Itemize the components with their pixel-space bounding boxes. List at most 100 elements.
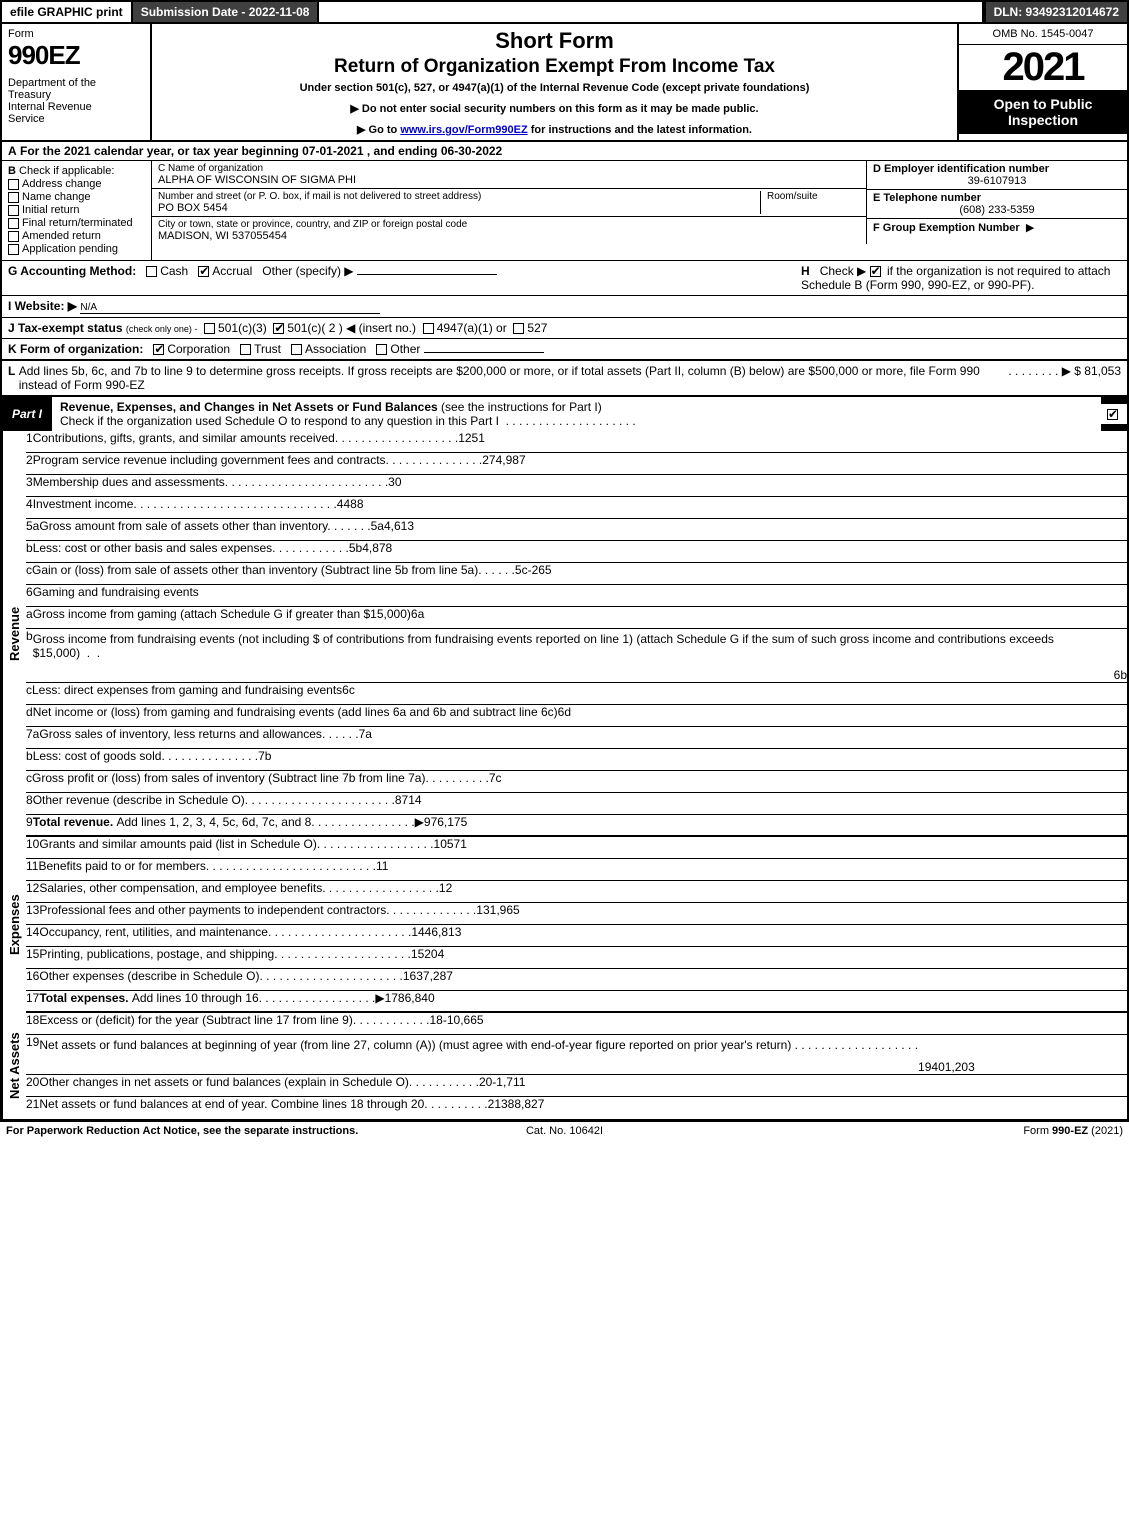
line-15: 15Printing, publications, postage, and s… [26,947,1127,969]
irs-link[interactable]: www.irs.gov/Form990EZ [400,124,527,136]
footer-right: Form 990-EZ (2021) [751,1125,1123,1137]
row-j: J Tax-exempt status (check only one) - 5… [0,318,1129,339]
note-goto: ▶ Go to www.irs.gov/Form990EZ for instru… [160,123,949,136]
g-label: G Accounting Method: [8,264,136,278]
chk-sched-b[interactable] [870,266,881,277]
phone-value: (608) 233-5359 [873,204,1121,216]
chk-amended-return[interactable]: Amended return [8,230,145,242]
b-label: B [8,165,16,177]
line-7c: cGross profit or (loss) from sales of in… [26,771,1127,793]
chk-address-change[interactable]: Address change [8,178,145,190]
line-18: 18Excess or (deficit) for the year (Subt… [26,1013,1127,1035]
i-label: I Website: ▶ [8,299,77,313]
b-heading: Check if applicable: [19,165,114,177]
row-gh: G Accounting Method: Cash Accrual Other … [0,261,1129,296]
row-a-label: A [8,144,17,158]
efile-print-label[interactable]: efile GRAPHIC print [2,2,133,22]
chk-4947[interactable] [423,323,434,334]
line-11: 11Benefits paid to or for members. . . .… [26,859,1127,881]
chk-501c[interactable] [273,323,284,334]
part-i-checkline: Check if the organization used Schedule … [60,414,499,428]
form-number: 990EZ [8,40,144,71]
line-16: 16Other expenses (describe in Schedule O… [26,969,1127,991]
h-cell: H Check ▶ if the organization is not req… [801,264,1121,292]
city-cell: City or town, state or province, country… [152,217,866,244]
j-sub: (check only one) - [126,324,198,334]
header-center: Short Form Return of Organization Exempt… [152,24,957,140]
revenue-side-label: Revenue [2,431,26,837]
name-block-right: D Employer identification number 39-6107… [867,161,1127,244]
name-block: C Name of organization ALPHA OF WISCONSI… [152,161,1127,244]
omb-number: OMB No. 1545-0047 [959,24,1127,45]
line-21: 21Net assets or fund balances at end of … [26,1097,1127,1119]
row-k: K Form of organization: Corporation Trus… [0,339,1129,361]
line-17: 17Total expenses. Add lines 10 through 1… [26,991,1127,1013]
note-ssn: ▶ Do not enter social security numbers o… [160,102,949,115]
k-label: K Form of organization: [8,342,143,356]
line-12: 12Salaries, other compensation, and empl… [26,881,1127,903]
addr-cell: Number and street (or P. O. box, if mail… [152,189,866,217]
addr-value: PO BOX 5454 [158,202,228,214]
line-3: 3Membership dues and assessments. . . . … [26,475,1127,497]
netassets-body: 18Excess or (deficit) for the year (Subt… [26,1013,1127,1119]
line-5c: cGain or (loss) from sale of assets othe… [26,563,1127,585]
submission-date: Submission Date - 2022-11-08 [133,2,320,22]
subtitle: Under section 501(c), 527, or 4947(a)(1)… [160,82,949,94]
line-6d: dNet income or (loss) from gaming and fu… [26,705,1127,727]
chk-application-pending[interactable]: Application pending [8,243,145,255]
city-label: City or town, state or province, country… [158,219,467,230]
part-i-title-cell: Revenue, Expenses, and Changes in Net As… [52,396,1101,431]
chk-schedule-o[interactable] [1107,409,1118,420]
h-text1: Check ▶ [820,264,867,278]
line-10: 10Grants and similar amounts paid (list … [26,837,1127,859]
chk-name-change[interactable]: Name change [8,191,145,203]
org-name: ALPHA OF WISCONSIN OF SIGMA PHI [158,174,356,186]
chk-other[interactable] [376,344,387,355]
expenses-side-label: Expenses [2,837,26,1013]
form-label: Form [8,28,144,40]
page-footer: For Paperwork Reduction Act Notice, see … [0,1121,1129,1140]
netassets-side-label: Net Assets [2,1013,26,1119]
chk-cash[interactable] [146,266,157,277]
chk-527[interactable] [513,323,524,334]
col-cdef: C Name of organization ALPHA OF WISCONSI… [152,161,1127,260]
expenses-body: 10Grants and similar amounts paid (list … [26,837,1127,1013]
f-label: F Group Exemption Number [873,222,1020,234]
tax-year: 2021 [959,45,1127,90]
revenue-section: Revenue 1Contributions, gifts, grants, a… [0,431,1129,837]
f-arrow: ▶ [1026,222,1034,234]
revenue-body: 1Contributions, gifts, grants, and simil… [26,431,1127,837]
other-specify-input[interactable] [357,274,497,275]
ein-cell: D Employer identification number 39-6107… [867,161,1127,190]
l-amount: $ 81,053 [1074,364,1121,392]
dln-label: DLN: 93492312014672 [984,2,1127,22]
chk-accrual[interactable] [198,266,209,277]
part-i-header: Part I Revenue, Expenses, and Changes in… [0,396,1129,431]
chk-assoc[interactable] [291,344,302,355]
roomsuite-label: Room/suite [767,191,818,202]
org-name-cell: C Name of organization ALPHA OF WISCONSI… [152,161,866,189]
row-a: A For the 2021 calendar year, or tax yea… [0,142,1129,161]
top-bar: efile GRAPHIC print Submission Date - 20… [0,0,1129,24]
chk-corp[interactable] [153,344,164,355]
chk-trust[interactable] [240,344,251,355]
footer-left: For Paperwork Reduction Act Notice, see … [6,1125,378,1137]
part-i-endchk [1101,403,1127,424]
note-goto-post: for instructions and the latest informat… [528,124,752,136]
line-20: 20Other changes in net assets or fund ba… [26,1075,1127,1097]
line-6a: aGross income from gaming (attach Schedu… [26,607,1127,629]
other-org-input[interactable] [424,352,544,353]
chk-501c3[interactable] [204,323,215,334]
line-7b: bLess: cost of goods sold. . . . . . . .… [26,749,1127,771]
chk-initial-return[interactable]: Initial return [8,204,145,216]
line-8: 8Other revenue (describe in Schedule O).… [26,793,1127,815]
part-i-sub: (see the instructions for Part I) [441,400,602,414]
header-left: Form 990EZ Department of theTreasuryInte… [2,24,152,140]
note-goto-pre: ▶ Go to [357,124,400,136]
j-label: J Tax-exempt status [8,321,123,335]
main-title: Return of Organization Exempt From Incom… [160,56,949,78]
row-i: I Website: ▶ N/A [0,296,1129,318]
part-i-title: Revenue, Expenses, and Changes in Net As… [60,400,438,414]
section-bcdef: B Check if applicable: Address change Na… [0,161,1129,261]
chk-final-return[interactable]: Final return/terminated [8,217,145,229]
